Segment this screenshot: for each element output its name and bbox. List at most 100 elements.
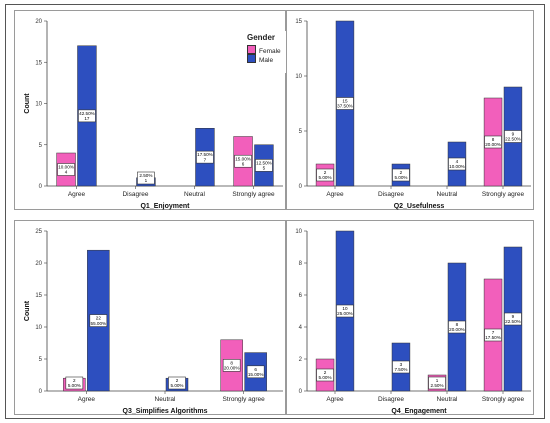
data-label-text: 4 xyxy=(65,170,68,175)
data-label-male-strongly-agree: 922.50% xyxy=(504,130,522,143)
data-label-text: 2.50% xyxy=(431,383,444,388)
data-label-text: 25.00% xyxy=(337,311,353,316)
x-tick-label-neutral: Neutral xyxy=(184,191,206,198)
data-label-male-agree: 42.50%17 xyxy=(78,109,96,123)
data-label-male-strongly-agree: 12.50%5 xyxy=(255,159,273,172)
data-label-text: 5.00% xyxy=(170,383,183,388)
data-label-female-strongly-agree: 820.00% xyxy=(222,359,241,372)
data-label-text: 10.00% xyxy=(449,164,465,169)
data-label-female-strongly-agree: 15.00%6 xyxy=(234,154,252,168)
data-label-text: 22.50% xyxy=(505,137,521,142)
data-label-box xyxy=(246,365,265,379)
data-label-text: 5.00% xyxy=(319,175,332,180)
x-axis-title: Q3_Simplifies Algorithms xyxy=(123,408,208,415)
data-label-text: 12.50% xyxy=(256,160,272,165)
x-tick-label-disagree: Disagree xyxy=(122,191,148,198)
y-tick-label: 0 xyxy=(39,184,43,190)
data-label-box xyxy=(336,97,354,110)
y-tick-label: 10 xyxy=(35,102,42,108)
data-label-female-neutral: 12.50% xyxy=(428,376,446,390)
y-tick-label: 5 xyxy=(299,129,303,135)
data-label-text: 20.00% xyxy=(449,327,465,332)
data-label-text: 10.00% xyxy=(58,165,74,170)
x-tick-label-agree: Agree xyxy=(326,396,344,403)
y-tick-label: 20 xyxy=(35,19,42,25)
y-tick-label: 10 xyxy=(295,74,302,80)
legend-swatch-female xyxy=(247,45,256,54)
y-tick-label: 15 xyxy=(35,60,42,66)
data-label-text: 5.00% xyxy=(394,175,407,180)
data-label-box xyxy=(89,314,108,327)
y-tick-label: 15 xyxy=(295,19,302,25)
data-label-box xyxy=(168,376,186,390)
y-axis-title: Count xyxy=(24,93,31,114)
data-label-text: 22 xyxy=(96,316,102,321)
data-label-text: 4 xyxy=(456,159,459,164)
data-label-text: 9 xyxy=(512,314,515,319)
data-label-text: 37.50% xyxy=(337,104,353,109)
data-label-box xyxy=(57,163,75,176)
x-tick-label-strongly-agree: Strongly agree xyxy=(482,191,525,198)
y-tick-label: 10 xyxy=(295,229,302,235)
chart-panel-q3: 0 5 10 15 20 25 Count Agree 2 5.00% 22 55.00% Neutra… xyxy=(14,220,286,415)
data-label-text: 2 xyxy=(176,378,179,383)
data-label-male-neutral: 410.00% xyxy=(448,157,466,171)
data-label-text: 3 xyxy=(400,362,403,367)
data-label-box xyxy=(448,157,466,171)
y-tick-label: 4 xyxy=(299,325,303,331)
x-tick-label-strongly-agree: Strongly agree xyxy=(482,396,525,403)
data-label-text: 2 xyxy=(324,170,327,175)
data-label-text: 15.00% xyxy=(235,156,251,161)
data-label-text: 22.50% xyxy=(505,319,521,324)
y-tick-label: 10 xyxy=(35,325,42,331)
x-tick-label-neutral: Neutral xyxy=(155,396,177,403)
y-tick-label: 0 xyxy=(299,184,303,190)
data-label-text: 1 xyxy=(145,178,148,183)
chart-panel-q1: 0 5 10 15 20 Count Agree 10.00% 4 42.50% 17 Disagre… xyxy=(14,10,297,210)
data-label-male-neutral: 25.00% xyxy=(168,376,186,390)
legend-item-male: Male xyxy=(247,54,273,64)
data-label-text: 5 xyxy=(263,166,266,171)
data-label-text: 55.00% xyxy=(91,321,107,326)
chart-q1-enjoyment: 05101520CountAgree10.00%442.50%17Disagre… xyxy=(24,19,283,210)
data-label-text: 7 xyxy=(492,330,495,335)
figure-frame: 0 5 10 15 20 Count Agree 10.00% 4 42.50% 17 Disagre… xyxy=(5,4,545,419)
chart-q4-engagement: 0246810Agree25.00%1025.00%Disagree37.50%… xyxy=(295,229,531,415)
data-label-text: 17.50% xyxy=(197,152,213,157)
data-label-text: 8 xyxy=(456,322,459,327)
data-label-text: 6 xyxy=(242,161,245,166)
data-label-text: 8 xyxy=(492,137,495,142)
data-label-box xyxy=(392,168,410,182)
data-label-box xyxy=(137,171,155,185)
x-tick-label-strongly-agree: Strongly agree xyxy=(223,396,266,403)
data-label-box xyxy=(316,168,334,182)
y-tick-label: 0 xyxy=(39,389,43,395)
y-axis-title: Count xyxy=(24,300,31,321)
x-tick-label-agree: Agree xyxy=(78,396,96,403)
y-tick-label: 8 xyxy=(299,261,303,267)
data-label-box xyxy=(222,359,241,372)
data-label-text: 2.50% xyxy=(139,173,152,178)
data-label-box xyxy=(196,150,214,164)
data-label-box xyxy=(255,159,273,172)
data-label-text: 9 xyxy=(512,132,515,137)
data-label-box xyxy=(484,328,502,342)
data-label-box xyxy=(504,312,522,326)
data-label-male-disagree: 2.50%1 xyxy=(137,171,155,185)
y-tick-label: 5 xyxy=(39,143,43,149)
data-label-text: 8 xyxy=(230,360,233,365)
data-label-box xyxy=(316,368,334,382)
chart-q2-usefulness: 051015Agree25.00%1537.50%Disagree25.00%N… xyxy=(295,19,531,210)
data-label-male-neutral: 17.50%7 xyxy=(196,150,214,164)
data-label-box xyxy=(504,130,522,143)
data-label-text: 2 xyxy=(73,378,76,383)
legend-swatch-male xyxy=(247,54,256,63)
data-label-box xyxy=(448,320,466,334)
data-label-female-agree: 25.00% xyxy=(65,376,84,390)
legend-label-female: Female xyxy=(259,48,281,55)
data-label-box xyxy=(78,109,96,123)
data-label-box xyxy=(234,154,252,168)
chart-panel-q2: 0 5 10 15 Agree 2 5.00% 15 37.50% Disagree 2 5.00% N… xyxy=(286,10,534,210)
data-label-text: 5.00% xyxy=(68,383,81,388)
